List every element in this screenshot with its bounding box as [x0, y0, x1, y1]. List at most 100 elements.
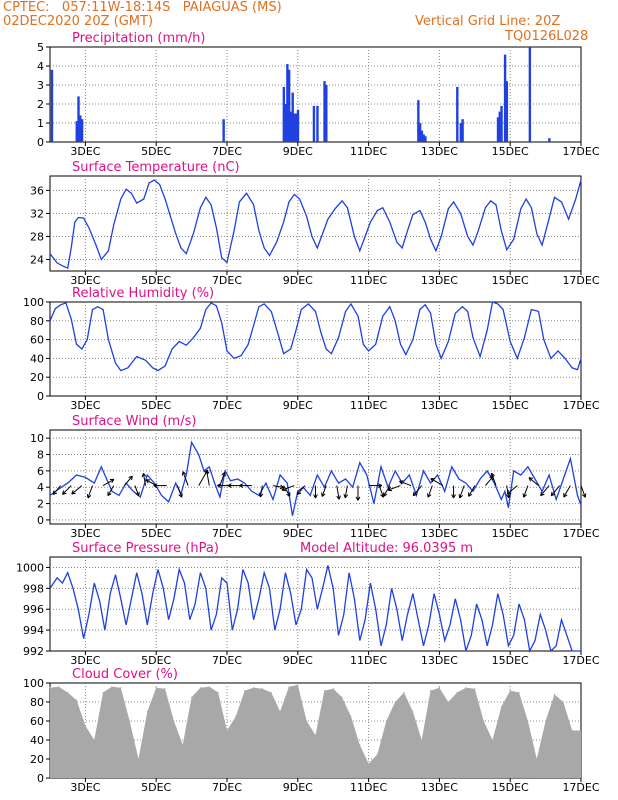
cloud-point: [509, 690, 511, 692]
precip-bar: [422, 134, 425, 142]
y-tick-label: 20: [30, 371, 44, 384]
y-tick-label: 4: [37, 60, 44, 73]
precip-bar: [75, 121, 78, 142]
cloud-point: [545, 720, 547, 722]
wind-arrow: [176, 485, 183, 498]
cloud-point: [403, 691, 405, 694]
wind-arrow-head: [413, 493, 418, 497]
y-tick-label: 40: [30, 734, 44, 747]
wind-arrow: [259, 485, 263, 498]
wind-arrow-head: [87, 494, 92, 499]
wind-arrow-head: [297, 492, 302, 495]
y-tick-label: 40: [30, 352, 44, 365]
wind-arrow-head: [86, 493, 89, 499]
plot-frame: [49, 175, 582, 272]
cloud-point: [84, 725, 86, 727]
wind-arrow: [123, 475, 133, 486]
x-tick-label: 7DEC: [212, 527, 242, 540]
y-tick-label: 998: [23, 582, 44, 595]
cloud-point: [412, 710, 414, 713]
cloud-point: [314, 734, 317, 736]
precip-bar: [420, 130, 424, 142]
x-tick-label: 5DEC: [141, 274, 171, 287]
wind-arrow-head: [224, 472, 226, 477]
wind-arrow: [485, 475, 494, 486]
y-tick-label: 10: [30, 432, 44, 445]
panel-title: Surface Temperature (nC): [72, 160, 240, 175]
panel-5: [46, 556, 582, 655]
precip-bar: [418, 123, 422, 142]
y-tick-label: 80: [30, 315, 44, 328]
cloud-point: [49, 687, 51, 689]
wind-arrow-head: [206, 469, 210, 474]
panel-title: Relative Humidity (%): [72, 286, 214, 301]
y-tick-label: 36: [30, 184, 44, 197]
precip-bar: [287, 69, 291, 142]
wind-arrow-head: [281, 489, 286, 492]
wind-arrow: [427, 485, 433, 498]
wind-arrow: [321, 485, 327, 497]
panel-1: [46, 46, 582, 146]
y-tick-label: 1: [37, 117, 44, 130]
cloud-point: [323, 690, 325, 692]
wind-arrow-head: [153, 483, 158, 487]
x-tick-label: 3DEC: [70, 527, 100, 540]
series-line: [49, 179, 582, 270]
x-tick-label: 15DEC: [492, 274, 529, 287]
wind-arrow: [336, 485, 340, 500]
wind-arrow-head: [153, 485, 158, 488]
wind-arrow: [468, 485, 476, 497]
wind-arrow-head: [387, 486, 392, 491]
x-tick-label: 15DEC: [492, 527, 529, 540]
cloud-point: [438, 687, 440, 689]
cloud-point: [129, 720, 131, 722]
x-tick-label: 9DEC: [283, 145, 313, 158]
wind-arrow-head: [412, 491, 415, 496]
precip-bar: [496, 117, 500, 142]
wind-arrow-head: [217, 483, 222, 487]
wind-arrow: [383, 485, 391, 497]
cloud-point: [235, 715, 237, 717]
x-tick-label: 17DEC: [562, 527, 599, 540]
wind-arrow-head: [204, 470, 208, 475]
precip-bar: [316, 105, 319, 142]
cloud-point: [306, 720, 308, 722]
wind-arrow-head: [490, 473, 493, 478]
wind-arrow-head: [453, 494, 456, 499]
x-tick-label: 11DEC: [350, 145, 387, 158]
x-tick-label: 11DEC: [350, 781, 387, 794]
cloud-point: [421, 739, 423, 741]
x-tick-label: 5DEC: [141, 145, 171, 158]
cloud-point: [359, 744, 361, 746]
y-tick-label: 28: [30, 230, 44, 243]
x-tick-label: 17DEC: [562, 145, 599, 158]
y-tick-label: 2: [37, 98, 44, 111]
wind-arrow-head: [451, 494, 454, 499]
panel-title: Precipitation (mm/h): [72, 31, 205, 46]
panel-title: Surface Pressure (hPa): [72, 541, 219, 556]
wind-arrow-head: [296, 490, 299, 495]
wind-arrow-head: [458, 493, 461, 499]
wind-arrow: [491, 473, 497, 486]
header-grid-note: Vertical Grid Line: 20Z: [415, 14, 561, 29]
wind-arrow-head: [227, 485, 232, 488]
wind-arrow-head: [523, 494, 527, 498]
precip-bar: [503, 54, 507, 142]
series-line: [49, 565, 581, 654]
cloud-point: [368, 763, 370, 765]
cloud-point: [527, 720, 529, 722]
header-station: CPTEC: 057:11W-18:14S PAIAGUAS (MS): [3, 0, 282, 15]
wind-arrow-head: [563, 494, 568, 498]
wind-arrow: [62, 485, 72, 495]
cloud-point: [447, 701, 449, 703]
wind-arrow-head: [355, 496, 359, 501]
wind-arrow-head: [321, 492, 323, 497]
precip-bar: [295, 113, 298, 142]
wind-arrow-head: [258, 493, 261, 498]
wind-arrow-head: [145, 479, 149, 484]
x-tick-label: 5DEC: [141, 654, 171, 667]
wind-arrow-head: [52, 490, 55, 495]
cloud-point: [182, 744, 184, 746]
precip-bar: [548, 138, 551, 142]
x-tick-label: 13DEC: [421, 781, 458, 794]
